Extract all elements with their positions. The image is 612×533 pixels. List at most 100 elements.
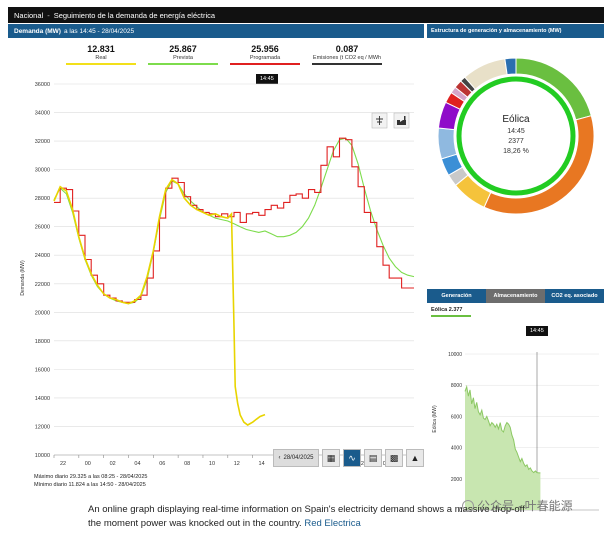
y-tick-label: 14000 [35, 396, 50, 402]
y-axis-label: Demanda (MW) [20, 260, 26, 296]
region-label[interactable]: Nacional [14, 10, 44, 20]
factory-icon[interactable] [393, 112, 410, 129]
calendar-icon[interactable]: ▦ [322, 449, 340, 467]
generation-series-underline [431, 315, 471, 317]
separator: - [47, 10, 50, 20]
x-tick-label: 22 [60, 461, 66, 467]
donut-time: 14:45 [507, 128, 525, 135]
stat-color-bar [312, 63, 382, 65]
stat-value: 0.087 [335, 44, 359, 54]
stats-row: 12.831 Real 25.867 Prevista 25.956 Progr… [60, 44, 388, 65]
donut-hole [463, 83, 569, 189]
export-icon[interactable]: ▩ [385, 449, 403, 467]
tower-icon[interactable] [371, 112, 388, 129]
stat-value: 12.831 [87, 44, 115, 54]
stat-color-bar [66, 63, 136, 65]
eolica-chart[interactable]: 0 2000 4000 6000 8000 10000 Eólica (MW) [427, 319, 604, 519]
y-tick-label: 24000 [35, 253, 50, 259]
date-value: 28/04/2025 [283, 455, 314, 461]
chevron-left-icon[interactable]: ‹ [278, 455, 281, 461]
tab-co2[interactable]: CO2 eq. asociado [545, 289, 604, 303]
caption-text: An online graph displaying real-time inf… [88, 504, 525, 529]
stat-real[interactable]: 12.831 Real [60, 44, 142, 65]
eolica-line[interactable] [464, 384, 541, 474]
stat-label: Prevista [173, 55, 193, 61]
mini-y-tick-label: 0 [459, 508, 462, 514]
daily-stats: Máximo diario 29.325 a las 08:25 - 28/04… [34, 473, 147, 489]
tab-almacenamiento[interactable]: Almacenamiento [486, 289, 545, 303]
spain-map-icon[interactable]: ▲ [406, 449, 424, 467]
table-view-icon[interactable]: ▤ [364, 449, 382, 467]
series-line-prevista[interactable] [53, 137, 415, 305]
eolica-area [465, 386, 541, 510]
stat-label: Programada [249, 55, 281, 61]
x-tick-label: 12 [234, 461, 240, 467]
stat-value: 25.956 [251, 44, 279, 54]
donut-series-name: Eólica [502, 114, 530, 125]
daily-min: Mínimo diario 11.824 a las 14:50 - 28/04… [34, 482, 146, 488]
y-tick-label: 30000 [35, 168, 50, 174]
generation-tabs: Generación Almacenamiento CO2 eq. asocia… [427, 289, 604, 303]
stat-color-bar [148, 63, 218, 65]
x-tick-label: 00 [85, 461, 91, 467]
y-tick-label: 20000 [35, 310, 50, 316]
stat-value: 25.867 [169, 44, 197, 54]
y-tick-label: 34000 [35, 111, 50, 117]
series-line-programada[interactable] [54, 137, 414, 303]
article-caption: An online graph displaying real-time inf… [88, 503, 528, 531]
top-title: Seguimiento de la demanda de energía elé… [53, 10, 216, 20]
donut-center: Eólica 14:45 2377 18,26 % [430, 50, 602, 222]
y-tick-label: 26000 [35, 225, 50, 231]
donut-slice-12[interactable] [504, 57, 517, 76]
series-line-real[interactable] [53, 178, 266, 426]
x-tick-label: 04 [134, 461, 140, 467]
y-tick-label: 10000 [35, 453, 50, 459]
daily-max: Máximo diario 29.325 a las 08:25 - 28/04… [34, 474, 148, 480]
stat-programada[interactable]: 25.956 Programada [224, 44, 306, 65]
y-tick-label: 16000 [35, 367, 50, 373]
generation-series-label: Eólica 2.377 [431, 307, 463, 313]
demand-panel: Demanda (MW) a las 14:45 - 28/04/2025 12… [8, 24, 424, 488]
y-tick-label: 22000 [35, 282, 50, 288]
panel-title: Demanda (MW) a las 14:45 - 28/04/2025 [8, 24, 424, 38]
caption-source[interactable]: Red Electrica [304, 518, 361, 529]
mini-y-tick-label: 4000 [451, 446, 462, 452]
chart-view-icon[interactable]: ∿ [343, 449, 361, 467]
demand-chart[interactable]: 10000 12000 14000 16000 18000 20000 22000 24000… [8, 68, 424, 468]
y-tick-label: 28000 [35, 196, 50, 202]
generation-title: Estructura de generación y almacenamient… [427, 24, 604, 38]
chart-toolbar: ‹ 28/04/2025 ▦ ∿ ▤ ▩ ▲ [273, 449, 424, 467]
stat-color-bar [230, 63, 300, 65]
x-tick-label: 10 [209, 461, 215, 467]
x-tick-label: 06 [159, 461, 165, 467]
mini-y-tick-label: 2000 [451, 477, 462, 483]
x-tick-label: 14 [259, 461, 265, 467]
hover-time-label: 14:45 [256, 74, 278, 84]
generation-panel: Estructura de generación y almacenamient… [427, 24, 604, 514]
stat-label: Emisiones (t CO2 eq / MWh [312, 55, 382, 61]
selected-ring [456, 76, 576, 196]
date-picker[interactable]: ‹ 28/04/2025 [273, 449, 319, 467]
mini-y-tick-label: 8000 [451, 383, 462, 389]
x-tick-label: 08 [184, 461, 190, 467]
donut-pct: 18,26 % [503, 148, 529, 155]
tab-generacion[interactable]: Generación [427, 289, 486, 303]
watermark-text: 公众号 · 叶春能源 [478, 499, 573, 513]
stat-emisiones[interactable]: 0.087 Emisiones (t CO2 eq / MWh [306, 44, 388, 65]
y-tick-label: 12000 [35, 424, 50, 430]
stat-label: Real [95, 55, 107, 61]
mini-y-tick-label: 6000 [451, 414, 462, 420]
mini-hover-time-label: 14:45 [526, 326, 548, 336]
donut-value: 2377 [508, 138, 524, 145]
watermark: 公众号 · 叶春能源 [462, 497, 573, 514]
top-bar: Nacional - Seguimiento de la demanda de … [8, 7, 604, 23]
mini-y-axis-label: Eólica (MW) [432, 405, 438, 433]
y-tick-label: 32000 [35, 139, 50, 145]
generation-donut[interactable] [430, 50, 602, 222]
stat-prevista[interactable]: 25.867 Prevista [142, 44, 224, 65]
panel-title-text: Demanda (MW) [14, 27, 61, 35]
wechat-icon [462, 499, 474, 512]
x-tick-label: 02 [110, 461, 116, 467]
mini-y-tick-label: 10000 [448, 352, 462, 358]
y-tick-label: 18000 [35, 339, 50, 345]
